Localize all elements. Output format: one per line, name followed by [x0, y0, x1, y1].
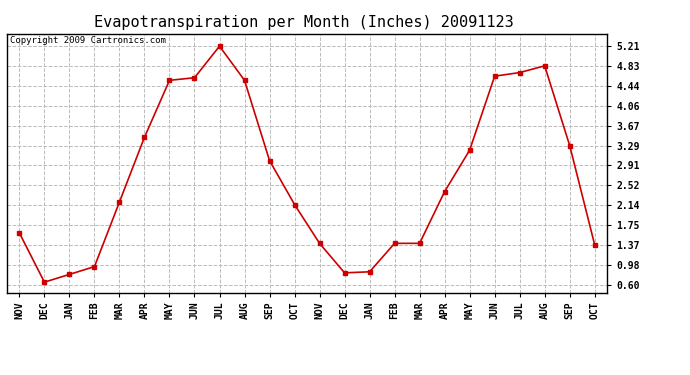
- Text: Copyright 2009 Cartronics.com: Copyright 2009 Cartronics.com: [10, 36, 166, 45]
- Text: Evapotranspiration per Month (Inches) 20091123: Evapotranspiration per Month (Inches) 20…: [94, 15, 513, 30]
